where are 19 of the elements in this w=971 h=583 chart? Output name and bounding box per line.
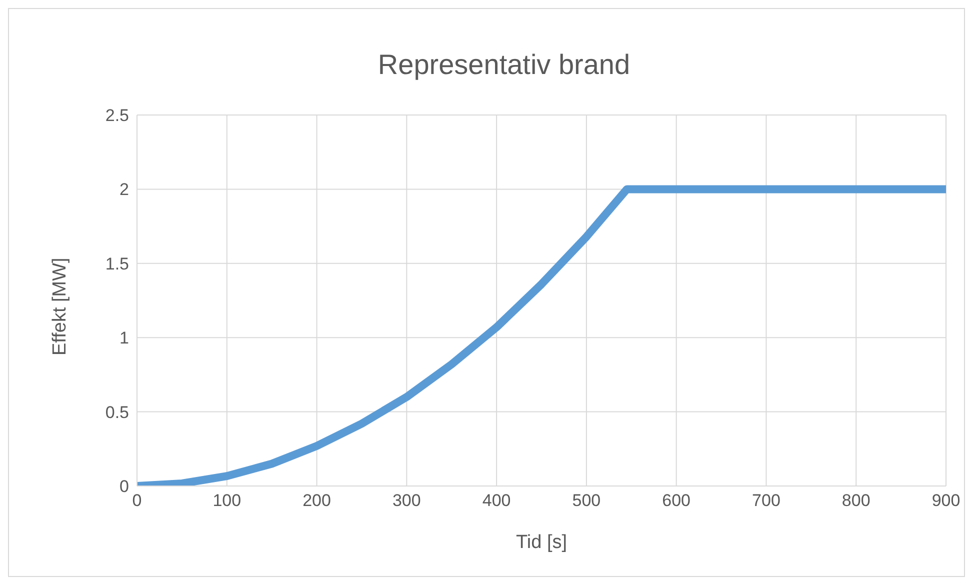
x-tick-label: 200: [302, 491, 331, 510]
y-tick-label: 0: [120, 477, 129, 496]
x-tick-label: 300: [392, 491, 421, 510]
y-tick-label: 2: [120, 180, 129, 200]
y-tick-label: 1.5: [105, 254, 129, 274]
x-tick-label: 500: [572, 491, 601, 510]
y-tick-label: 0.5: [105, 402, 129, 422]
chart-title: Representativ brand: [376, 49, 632, 81]
y-tick-label: 1: [120, 328, 129, 348]
y-tick-label: 2.5: [105, 106, 129, 126]
x-axis-title: Tid [s]: [516, 532, 568, 553]
x-tick-label: 600: [662, 491, 691, 510]
x-tick-label: 0: [132, 491, 142, 510]
x-tick-label: 900: [932, 491, 960, 510]
x-tick-label: 400: [482, 491, 511, 510]
y-axis-title: Effekt [MW]: [50, 258, 71, 356]
x-tick-label: 800: [842, 491, 870, 510]
x-tick-label: 700: [752, 491, 780, 510]
x-tick-label: 100: [212, 491, 242, 510]
